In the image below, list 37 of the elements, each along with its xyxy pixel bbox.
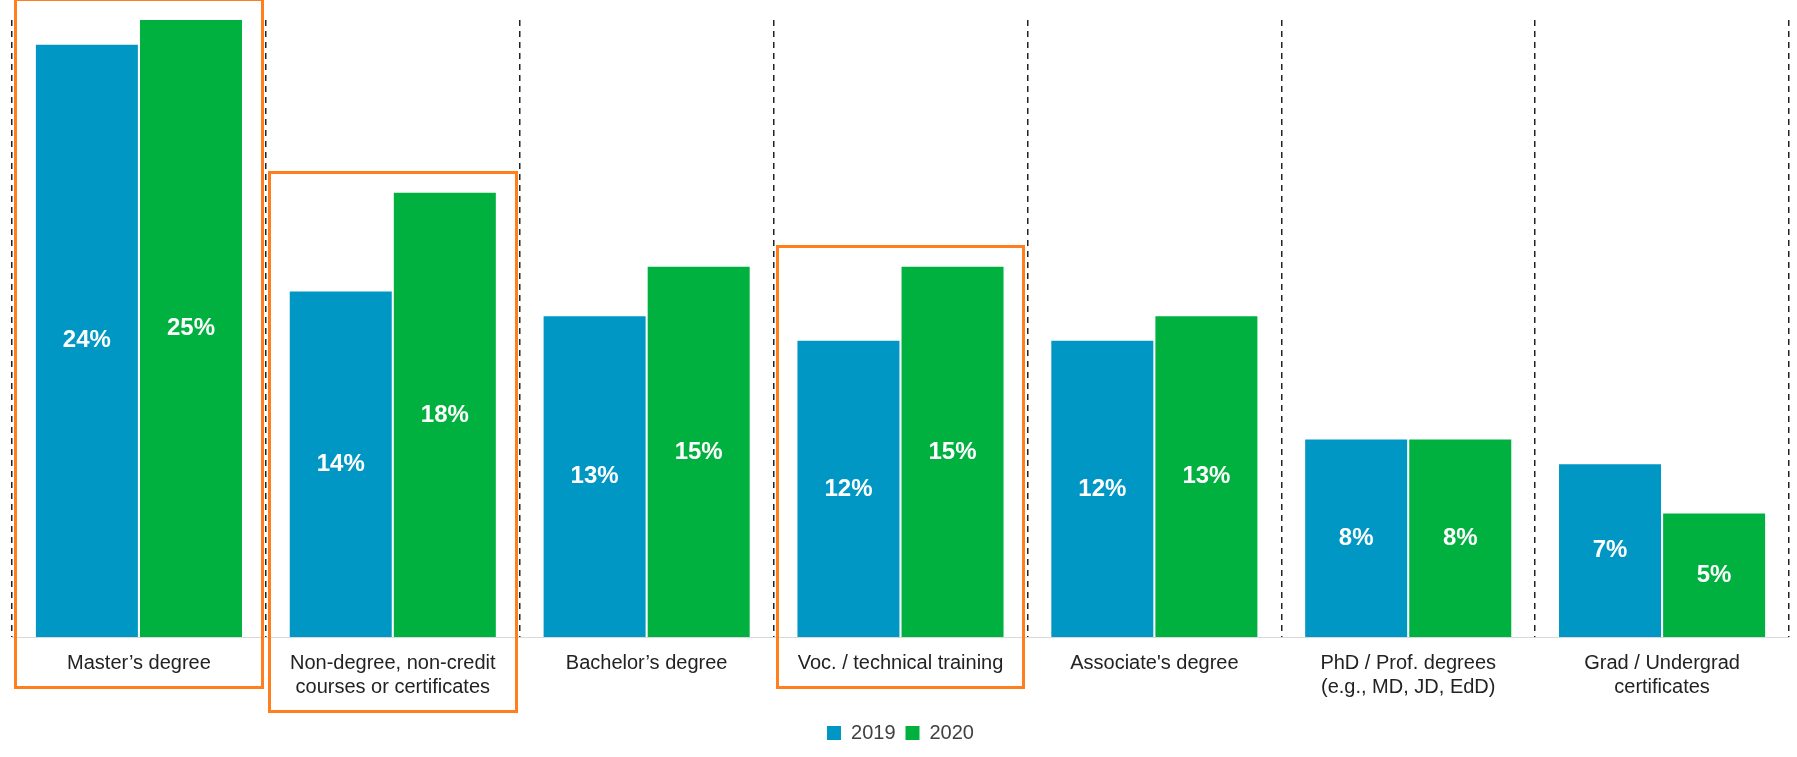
legend-label: 2020 [929,720,974,743]
bar [1559,464,1662,637]
data-label: 8% [1338,522,1374,550]
x-tick-label: Bachelor’s degree [565,650,728,673]
data-label: 15% [928,436,977,464]
bar [289,291,392,637]
bar [901,266,1004,637]
data-label: 7% [1592,535,1628,563]
legend-label: 2019 [851,720,896,743]
x-tick-label: Voc. / technical training [797,650,1004,673]
bar [139,20,242,637]
data-label: 13% [570,461,619,489]
data-label: 24% [62,325,111,353]
bar [1409,439,1512,637]
data-label: 5% [1696,559,1732,587]
bar [1051,340,1154,637]
x-tick-label: Associate's degree [1070,650,1239,673]
bar [1155,316,1258,637]
data-label: 25% [166,313,215,341]
bar [797,340,900,637]
x-tick-label: Grad / Undergrad certificates [1584,650,1740,697]
bar [543,316,646,637]
data-label: 13% [1182,461,1231,489]
data-label: 12% [1078,473,1127,501]
data-label: 14% [316,448,365,476]
x-tick-label: Master’s degree [67,650,211,673]
bar [647,266,750,637]
bar [393,192,496,637]
data-label: 18% [420,399,469,427]
data-label: 12% [824,473,873,501]
bar [1305,439,1408,637]
x-tick-label: PhD / Prof. degrees (e.g., MD, JD, EdD) [1320,650,1497,697]
data-label: 15% [674,436,723,464]
bar [1663,513,1766,637]
data-label: 8% [1442,522,1478,550]
x-tick-label: Non-degree, non-credit courses or certificates [289,650,497,697]
bar [35,44,138,637]
